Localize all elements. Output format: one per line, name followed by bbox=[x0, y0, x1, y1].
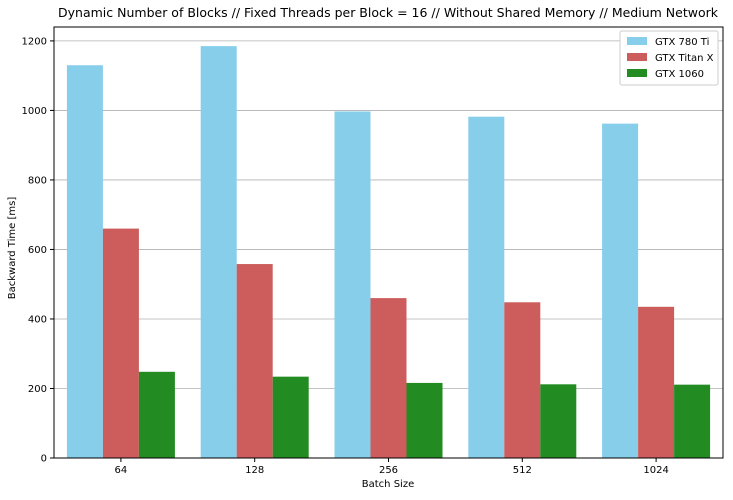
bar bbox=[540, 384, 577, 458]
bars bbox=[66, 46, 711, 459]
x-tick-label: 512 bbox=[513, 465, 532, 476]
bar bbox=[674, 384, 711, 458]
x-tick-label: 64 bbox=[115, 465, 128, 476]
legend-label: GTX 1060 bbox=[655, 69, 704, 80]
bar bbox=[102, 228, 139, 458]
bar bbox=[200, 46, 237, 458]
bar bbox=[66, 65, 103, 458]
y-tick-label: 400 bbox=[28, 314, 47, 325]
x-axis-label: Batch Size bbox=[362, 479, 414, 490]
axes: 0 200 400 600 800 1000 1200 64 128 256 512 1024 bbox=[22, 36, 669, 476]
bar bbox=[370, 298, 407, 458]
y-tick-label: 0 bbox=[41, 454, 47, 465]
chart-title: Dynamic Number of Blocks // Fixed Thread… bbox=[58, 5, 719, 20]
bar bbox=[272, 376, 309, 458]
x-tick-label: 256 bbox=[379, 465, 398, 476]
bar bbox=[406, 382, 443, 458]
bar bbox=[334, 111, 371, 458]
legend: GTX 780 Ti GTX Titan X GTX 1060 bbox=[619, 30, 719, 86]
y-tick-label: 600 bbox=[28, 245, 47, 256]
legend-swatch bbox=[627, 53, 647, 61]
bar bbox=[468, 116, 505, 458]
bar bbox=[138, 371, 175, 458]
y-tick-label: 800 bbox=[28, 175, 47, 186]
legend-swatch bbox=[627, 37, 647, 45]
legend-swatch bbox=[627, 69, 647, 77]
legend-label: GTX Titan X bbox=[655, 53, 714, 64]
bar bbox=[236, 264, 273, 458]
x-tick-label: 1024 bbox=[643, 465, 668, 476]
x-tick-label: 128 bbox=[245, 465, 264, 476]
bar bbox=[504, 302, 541, 458]
y-tick-label: 200 bbox=[28, 384, 47, 395]
y-tick-label: 1200 bbox=[22, 36, 47, 47]
y-axis-label: Backward Time [ms] bbox=[7, 197, 18, 300]
legend-label: GTX 780 Ti bbox=[655, 37, 709, 48]
bar bbox=[602, 123, 639, 459]
bar bbox=[638, 306, 675, 458]
y-tick-label: 1000 bbox=[22, 106, 47, 117]
